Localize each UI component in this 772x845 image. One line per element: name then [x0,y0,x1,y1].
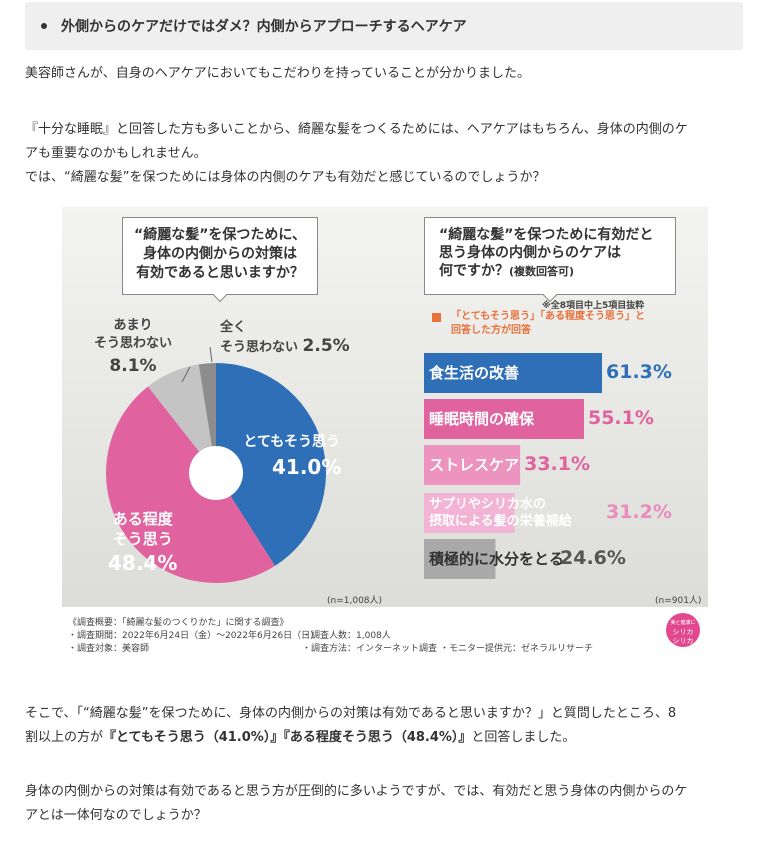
brand-logo: 美と健康に シリカ シリカ [666,613,700,647]
paragraph-3-line-2-post: と回答しました。 [471,730,576,745]
pie-label-somewhat-line-1: ある程度 [112,510,173,528]
bar-4 [424,493,515,533]
logo-line-2: シリカ [672,628,694,636]
pie-chart [106,346,326,583]
pie-label-not-at-all-line-1: 全く [220,320,247,335]
bar-5 [424,539,496,579]
bullet-icon [41,23,47,29]
pie-leader-line [181,366,191,383]
bar-title-line-2: 思う身体の内側からのケアは [439,245,621,261]
paragraph-3-line-2-bold: 『とてもそう思う（41.0%）』『ある程度そう思う（48.4%）』 [103,730,472,745]
bar-value-1: 61.3% [606,361,672,383]
pie-label-not-really: あまり そう思わない 8.1% [94,317,172,375]
paragraph-1-text: 美容師さんが、自身のヘアケアにおいてもこだわりを持っていることが分かりました。 [25,66,531,81]
legend-square-icon [432,313,441,322]
bar-category-text: 摂取による髪の栄養補給 [429,514,572,529]
bar-legend-line-2: 回答した方が回答 [451,325,531,336]
pie-label-not-at-all-line-2: そう思わない [220,340,299,355]
bar-value-3: 33.1% [524,453,591,475]
pie-label-somewhat-line-2: そう思う [112,530,173,548]
pie-label-not-really-line-2: そう思わない [94,336,173,351]
paragraph-2-line-1: 『十分な睡眠』と回答した方も多いことから、綺麗な髪をつくるためには、ヘアケアはも… [25,122,688,137]
paragraph-4-line-1: 身体の内側からの対策は有効であると思う方が圧倒的に多いようですが、では、有効だと… [25,784,688,799]
bar-value-2: 55.1% [587,407,654,429]
footnote-target: ・調査対象：美容師 [68,644,150,654]
pie-value-not-really: 8.1% [109,356,157,376]
bar-title-line-1: “綺麗な髪”を保つために有効だと [439,227,654,243]
paragraph-4-line-2: アとは一体何なのでしょうか？ [25,808,207,823]
pie-slice-not-really [148,364,216,473]
paragraph-2: 『十分な睡眠』と回答した方も多いことから、綺麗な髪をつくるためには、ヘアケアはも… [25,118,745,190]
bar-value-4: 31.2% [606,501,672,523]
section-heading-text: 外側からのケアだけではダメ？内側からアプローチするヘアケア [61,19,467,35]
paragraph-3-line-1: そこで、「“綺麗な髪”を保つために、身体の内側からの対策は有効であると思いますか… [25,706,677,721]
bar-title-note: (複数回答可) [509,265,575,278]
bar-category-label-4: サプリやシリカ水の摂取による髪の栄養補給 [429,496,572,530]
bar-category-label-5: 積極的に水分をとる [429,549,564,569]
bar-legend: 「とてもそう思う」「ある程度そう思う」と 回答した方が回答 [451,310,645,338]
pie-label-not-at-all: 全く そう思わない 2.5% [220,319,350,357]
bar-category-text: 積極的に水分をとる [429,550,565,568]
paragraph-4: 身体の内側からの対策は有効であると思う方が圧倒的に多いようですが、では、有効だと… [25,780,745,828]
paragraph-3: そこで、「“綺麗な髪”を保つために、身体の内側からの対策は有効であると思いますか… [25,702,745,750]
bar-3 [424,445,521,485]
footnote-line-1: 《調査概要：「綺麗な髪のつくりかた」に関する調査》 [68,618,289,628]
pie-value-very-much: 41.0% [272,455,342,479]
footnote-provider: ・モニター提供元：ゼネラルリサーチ [440,644,594,654]
paragraph-2-line-2: アも重要なのかもしれません。 [25,146,207,161]
survey-infographic: “綺麗な髪”を保つために、 身体の内側からの対策は 有効であると思いますか？ “… [62,207,708,670]
pie-label-very-much-text: とてもそう思う [243,434,340,450]
bar-2 [424,399,584,439]
pie-title-line-1: “綺麗な髪”を保つために、 [134,227,306,243]
pie-title-line-2: 身体の内側からの対策は [143,246,297,262]
paragraph-2-line-3: では、“綺麗な髪”を保つためには身体の内側のケアも有効だと感じているのでしょうか… [25,170,546,185]
bar-category-label-2: 睡眠時間の確保 [429,409,534,429]
bar-legend-line-1: 「とてもそう思う」「ある程度そう思う」と [451,311,645,322]
paragraph-3-line-2-pre: 割以上の方が [25,730,104,745]
pie-title-line-3: 有効であると思いますか？ [136,265,304,281]
pie-label-not-really-line-1: あまり [113,318,153,333]
logo-line-1: 美と健康に [670,620,696,626]
section-heading: 外側からのケアだけではダメ？内側からアプローチするヘアケア [25,2,743,50]
bar-n-label: (n=901人) [655,596,702,606]
pie-slice-very-much [216,363,326,566]
bar-category-text: ストレスケア [429,456,520,474]
pie-center-hole [189,446,243,500]
bar-chart [424,353,602,579]
bar-title-line-3: 何ですか？ [439,263,509,279]
bar-category-text: 睡眠時間の確保 [429,410,535,428]
bar-note: ※全8項目中上5項目抜粋 [542,301,645,311]
bar-category-label-3: ストレスケア [429,455,519,475]
pie-label-somewhat: ある程度 そう思う 48.4% [108,509,177,573]
bar-1 [424,353,602,393]
bar-category-label-1: 食生活の改善 [429,363,519,383]
bar-category-text: 食生活の改善 [429,364,520,382]
pie-label-very-much: とてもそう思う 41.0% [242,431,341,479]
logo-line-3: シリカ [672,637,694,645]
chart-svg [106,346,602,583]
pie-leader-line [209,346,213,363]
pie-slice-somewhat [106,386,275,583]
pie-n-label: (n=1,008人) [327,596,383,606]
footnote-method: ・調査方法：インターネット調査 [302,644,438,654]
pie-value-somewhat: 48.4% [108,551,178,575]
pie-question-box: “綺麗な髪”を保つために、 身体の内側からの対策は 有効であると思いますか？ [122,217,318,295]
paragraph-1: 美容師さんが、自身のヘアケアにおいてもこだわりを持っていることが分かりました。 [25,62,745,86]
pie-slice-not-at-all [198,363,216,473]
footnote-period: ・調査期間：2022年6月24日（金）～2022年6月26日（日） [68,631,320,641]
bar-value-5: 24.6% [560,547,626,569]
footnote-count: ・調査人数：1,008人 [302,631,391,641]
bar-category-text: サプリやシリカ水の [429,497,547,512]
pie-value-not-at-all: 2.5% [302,336,350,356]
bar-question-box: “綺麗な髪”を保つために有効だと 思う身体の内側からのケアは 何ですか？(複数回… [424,217,676,295]
